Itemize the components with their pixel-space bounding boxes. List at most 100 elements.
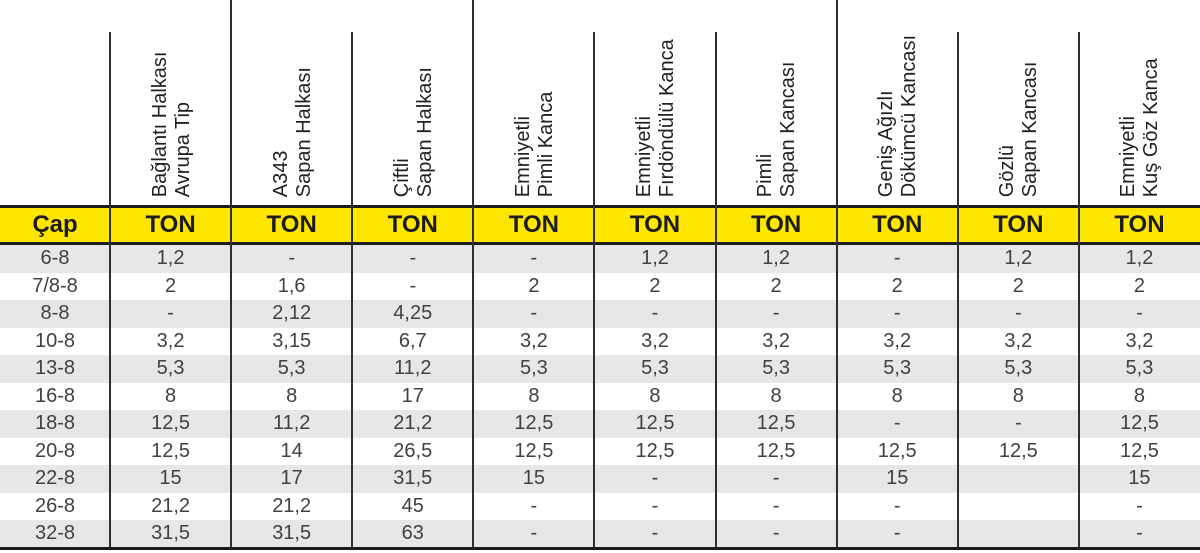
ton-value-cell: 12,5 bbox=[635, 439, 675, 462]
ton-value-cell: 26,5 bbox=[393, 439, 433, 462]
ton-value-cell: 12,5 bbox=[151, 439, 191, 462]
ton-value-cell: 11,2 bbox=[272, 412, 311, 435]
header-line2: Pimli Kanca bbox=[534, 91, 557, 197]
ton-value-cell: 3,2 bbox=[883, 329, 912, 352]
ton-value-cell: 8 bbox=[1012, 384, 1024, 407]
header-line1: Pimli bbox=[753, 153, 776, 197]
column-header: Emniyetli Kuş Göz Kanca bbox=[1079, 0, 1200, 205]
ton-value-cell: 8 bbox=[649, 384, 661, 407]
ton-value-cell: 8 bbox=[286, 384, 298, 407]
header-line1: Gözlü bbox=[996, 144, 1019, 197]
ton-value-cell: 2 bbox=[891, 274, 903, 297]
table-row: 16-8 8 8 17 8 8 8 8 8 8 bbox=[0, 382, 1200, 410]
ton-value-cell: - bbox=[893, 522, 901, 545]
ton-header-cell: TON bbox=[750, 211, 802, 238]
table-row: 32-8 31,5 31,5 63 - - - - - bbox=[0, 520, 1200, 548]
ton-value-cell: - bbox=[651, 302, 659, 325]
ton-value-cell: 45 bbox=[401, 494, 424, 517]
ton-value-cell: 5,3 bbox=[641, 357, 669, 380]
ton-value-cell: 1,6 bbox=[277, 274, 306, 297]
header-line1: Geniş Ağızlı bbox=[875, 90, 898, 197]
ton-header-cell: TON bbox=[872, 211, 923, 238]
column-header-label: Pimli Sapan Kancası bbox=[754, 61, 799, 197]
ton-value-cell: - bbox=[772, 467, 780, 490]
ton-value-cell: 3,2 bbox=[762, 329, 790, 352]
corner-header-cell bbox=[0, 0, 110, 205]
ton-value-cell: - bbox=[893, 247, 901, 270]
rotated-header-row: Bağlantı Halkası Avrupa Tip A343 Sapan Halk… bbox=[0, 0, 1200, 205]
ton-value-cell: 2 bbox=[1133, 274, 1145, 297]
ton-value-cell bbox=[958, 493, 1079, 521]
cap-value-cell: 20-8 bbox=[34, 439, 76, 462]
table-row: 10-8 3,2 3,15 6,7 3,2 3,2 3,2 3,2 3,2 3,2 bbox=[0, 327, 1200, 355]
ton-value-cell: 12,5 bbox=[514, 439, 554, 462]
ton-value-cell: 8 bbox=[770, 384, 782, 407]
ton-value-cell: 11,2 bbox=[394, 357, 432, 380]
column-header: Pimli Sapan Kancası bbox=[716, 0, 837, 205]
ton-value-cell: 4,25 bbox=[393, 302, 433, 325]
column-divider-line bbox=[835, 0, 838, 550]
cap-value-cell: 10-8 bbox=[34, 329, 76, 352]
ton-value-cell: 3,2 bbox=[156, 329, 185, 352]
column-divider-line bbox=[351, 32, 354, 550]
ton-value-cell: 31,5 bbox=[151, 522, 191, 545]
header-line2: Sapan Halkası bbox=[413, 66, 436, 197]
ton-value-cell: - bbox=[772, 302, 780, 325]
ton-value-cell: - bbox=[1136, 494, 1143, 517]
header-line2: Kuş Göz Kanca bbox=[1139, 58, 1162, 197]
ton-value-cell: 12,5 bbox=[635, 412, 675, 435]
ton-value-cell: - bbox=[1136, 302, 1143, 325]
ton-header-row: Çap TON TON TON TON TON TON TON TON TON bbox=[0, 205, 1200, 245]
column-header: Geniş Ağızlı Dökümcü Kancası bbox=[837, 0, 958, 205]
table-row: 6-8 1,2 - - - 1,2 1,2 - 1,2 1,2 bbox=[0, 245, 1200, 273]
ton-value-cell: 12,5 bbox=[151, 412, 191, 435]
ton-value-cell bbox=[958, 520, 1079, 548]
ton-value-cell: 15 bbox=[1128, 467, 1151, 490]
column-divider-line bbox=[714, 32, 717, 550]
ton-value-cell: 2 bbox=[649, 274, 661, 297]
ton-value-cell: - bbox=[651, 494, 659, 517]
ton-value-cell: 5,3 bbox=[762, 357, 790, 380]
ton-value-cell: - bbox=[409, 274, 417, 297]
ton-value-cell: 8 bbox=[528, 384, 540, 407]
ton-header-cell: TON bbox=[508, 211, 559, 238]
ton-value-cell: 12,5 bbox=[1119, 412, 1159, 435]
ton-header-cell: TON bbox=[629, 211, 681, 238]
ton-value-cell: 1,2 bbox=[1004, 247, 1033, 270]
ton-value-cell bbox=[958, 465, 1079, 493]
ton-value-cell: - bbox=[1136, 522, 1143, 545]
ton-value-cell: 1,2 bbox=[1125, 247, 1154, 270]
header-line2: Sapan Kancası bbox=[776, 61, 799, 197]
ton-value-cell: 5,3 bbox=[277, 357, 306, 380]
ton-value-cell: - bbox=[530, 247, 538, 270]
ton-value-cell: 5,3 bbox=[156, 357, 185, 380]
column-header-label: Emniyetli Pimli Kanca bbox=[512, 91, 557, 197]
ton-value-cell: - bbox=[530, 494, 538, 517]
column-divider-line bbox=[230, 0, 233, 550]
header-line1: Bağlantı Halkası bbox=[148, 51, 171, 197]
ton-value-cell: 2 bbox=[528, 274, 540, 297]
ton-value-cell: 12,5 bbox=[877, 439, 917, 462]
cap-value-cell: 16-8 bbox=[34, 384, 76, 407]
header-line2: Sapan Kancası bbox=[1018, 61, 1041, 197]
ton-value-cell: 8 bbox=[164, 384, 177, 407]
cap-value-cell: 7/8-8 bbox=[32, 274, 78, 297]
column-header-label: Bağlantı Halkası Avrupa Tip bbox=[148, 51, 193, 197]
header-line1: Emniyetli bbox=[511, 115, 534, 197]
ton-value-cell: 3,2 bbox=[641, 329, 669, 352]
column-divider-line bbox=[1077, 32, 1080, 550]
ton-value-cell: 1,2 bbox=[641, 247, 669, 270]
ton-value-cell: - bbox=[893, 302, 901, 325]
ton-header-cell: TON bbox=[387, 211, 438, 238]
column-header-label: Gözlü Sapan Kancası bbox=[996, 61, 1041, 197]
column-header: Emniyetli Fırdöndülü Kanca bbox=[594, 0, 715, 205]
column-divider-line bbox=[956, 32, 959, 550]
ton-value-cell: 3,2 bbox=[1004, 329, 1033, 352]
column-header: A343 Sapan Halkası bbox=[231, 0, 352, 205]
cap-value-cell: 8-8 bbox=[40, 302, 70, 325]
column-header: Emniyetli Pimli Kanca bbox=[473, 0, 594, 205]
cap-value-cell: 6-8 bbox=[40, 247, 70, 270]
ton-value-cell: 12,5 bbox=[1119, 439, 1159, 462]
ton-value-cell: 15 bbox=[886, 467, 909, 490]
header-line1: Emniyetli bbox=[1117, 115, 1140, 197]
